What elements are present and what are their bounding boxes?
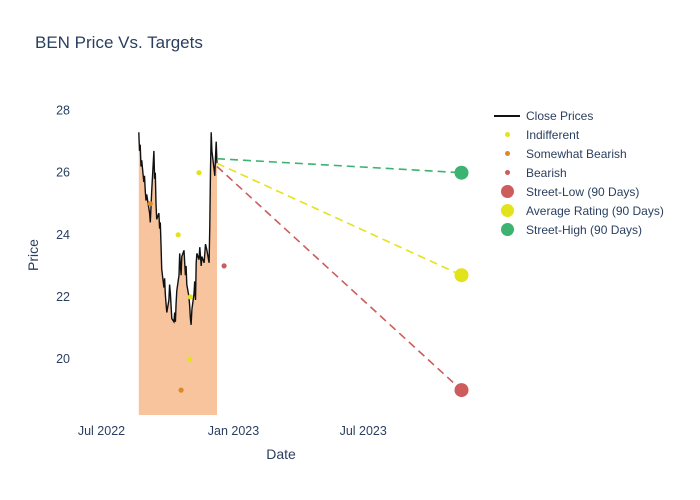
legend-item-street-low-90-days[interactable]: Street-Low (90 Days): [493, 182, 664, 201]
legend-item-somewhat-bearish[interactable]: Somewhat Bearish: [493, 144, 664, 163]
legend-item-label: Street-Low (90 Days): [526, 184, 640, 199]
legend-item-street-high-90-days[interactable]: Street-High (90 Days): [493, 220, 664, 239]
x-tick-label: Jul 2022: [78, 424, 125, 438]
forecast-line-street-low-90-days: [216, 165, 463, 391]
rating-dot-somewhat-bearish: [178, 387, 184, 393]
legend-dot-icon: [493, 223, 521, 236]
rating-dot-indifferent: [187, 294, 193, 300]
chart-title: BEN Price Vs. Targets: [35, 33, 203, 52]
legend-item-label: Street-High (90 Days): [526, 222, 643, 237]
legend-item-bearish[interactable]: Bearish: [493, 163, 664, 182]
x-tick-label: Jan 2023: [208, 424, 259, 438]
legend-dot-icon: [493, 170, 521, 175]
rating-dot-indifferent: [187, 356, 193, 362]
legend-item-label: Average Rating (90 Days): [526, 203, 664, 218]
legend-item-average-rating-90-days[interactable]: Average Rating (90 Days): [493, 201, 664, 220]
rating-dot-somewhat-bearish: [147, 201, 153, 207]
legend-dot-icon: [493, 151, 521, 156]
forecast-marker-street-high-90-days: [454, 165, 469, 180]
forecast-line-average-rating-90-days: [216, 162, 462, 276]
y-tick-label: 24: [56, 228, 70, 242]
y-tick-label: 20: [56, 352, 70, 366]
legend-item-indifferent[interactable]: Indifferent: [493, 125, 664, 144]
rating-dot-indifferent: [196, 170, 202, 176]
legend-dot-icon: [493, 185, 521, 198]
legend-item-label: Indifferent: [526, 127, 580, 142]
x-axis-title: Date: [266, 446, 296, 462]
close-prices-line: [138, 132, 218, 325]
legend-dot-icon: [493, 132, 521, 137]
rating-dot-bearish: [221, 263, 227, 269]
y-axis-title: Price: [25, 239, 41, 271]
legend: Close Prices Indifferent Somewhat Bearish B…: [493, 106, 664, 239]
legend-item-label: Close Prices: [526, 108, 594, 123]
rating-dot-indifferent: [175, 232, 181, 238]
close-prices-area: [138, 132, 217, 416]
y-tick-label: 28: [56, 104, 70, 118]
legend-line-icon: [493, 114, 521, 117]
forecast-marker-street-low-90-days: [454, 383, 469, 398]
y-tick-label: 22: [56, 290, 70, 304]
x-tick-label: Jul 2023: [340, 424, 387, 438]
forecast-line-street-high-90-days: [216, 157, 462, 174]
y-tick-label: 26: [56, 166, 70, 180]
legend-item-label: Somewhat Bearish: [526, 146, 627, 161]
legend-item-label: Bearish: [526, 165, 567, 180]
legend-dot-icon: [493, 204, 521, 217]
forecast-marker-average-rating-90-days: [454, 268, 469, 283]
legend-item-close-prices[interactable]: Close Prices: [493, 106, 664, 125]
